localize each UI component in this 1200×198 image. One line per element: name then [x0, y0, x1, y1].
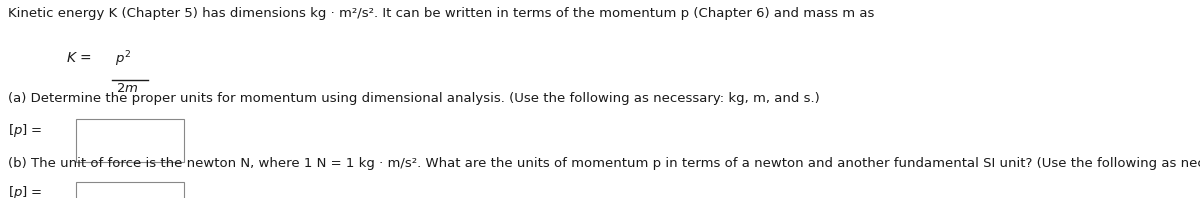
Bar — [76, 182, 184, 198]
Text: [$\mathit{p}$] =: [$\mathit{p}$] = — [8, 184, 43, 198]
Text: Kinetic energy K (Chapter 5) has dimensions kg · m²/s². It can be written in ter: Kinetic energy K (Chapter 5) has dimensi… — [8, 7, 875, 20]
Text: $\mathit{p}^2$: $\mathit{p}^2$ — [115, 50, 131, 69]
Text: [$\mathit{p}$] =: [$\mathit{p}$] = — [8, 122, 43, 139]
Text: (b) The unit of force is the newton N, where 1 N = 1 kg · m/s². What are the uni: (b) The unit of force is the newton N, w… — [8, 157, 1200, 170]
Bar — [76, 119, 184, 162]
Text: (a) Determine the proper units for momentum using dimensional analysis. (Use the: (a) Determine the proper units for momen… — [8, 92, 820, 105]
Text: $\mathit{K}$ =: $\mathit{K}$ = — [66, 51, 94, 66]
Text: $2\mathit{m}$: $2\mathit{m}$ — [116, 82, 139, 95]
